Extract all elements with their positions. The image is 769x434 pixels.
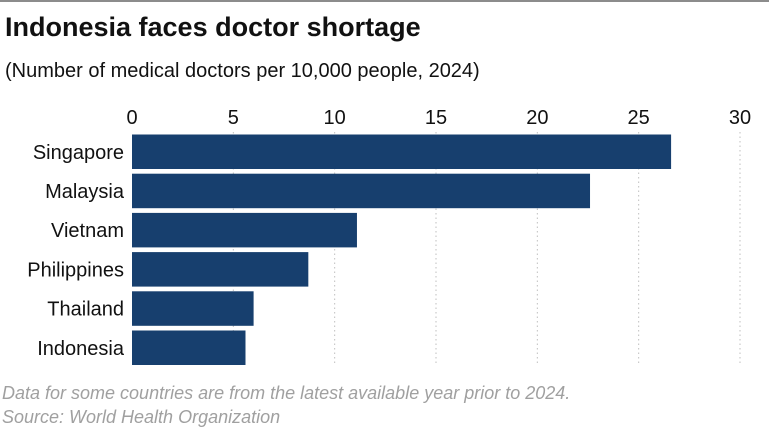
category-label-philippines: Philippines bbox=[27, 259, 124, 281]
category-label-vietnam: Vietnam bbox=[51, 220, 124, 242]
bars bbox=[132, 134, 672, 365]
source-note: Source: World Health Organization bbox=[2, 407, 281, 427]
x-tick-label: 15 bbox=[425, 107, 447, 129]
x-tick-label: 20 bbox=[526, 107, 548, 129]
x-tick-label: 5 bbox=[228, 107, 239, 129]
bar-chart: 0 5 10 15 20 25 30 Singapore Malaysia Vietnam Phi… bbox=[27, 107, 751, 365]
chart-title: Indonesia faces doctor shortage bbox=[5, 12, 421, 42]
x-tick-label: 25 bbox=[628, 107, 650, 129]
footnote: Data for some countries are from the lat… bbox=[2, 383, 571, 403]
category-label-indonesia: Indonesia bbox=[37, 338, 125, 360]
category-labels: Singapore Malaysia Vietnam Philippines Thail… bbox=[27, 142, 125, 360]
bar-singapore bbox=[132, 134, 672, 169]
category-label-thailand: Thailand bbox=[47, 299, 124, 321]
bar-indonesia bbox=[132, 330, 246, 365]
x-tick-label: 30 bbox=[729, 107, 751, 129]
chart-subtitle: (Number of medical doctors per 10,000 pe… bbox=[5, 60, 480, 82]
bar-vietnam bbox=[132, 212, 357, 248]
category-label-singapore: Singapore bbox=[33, 142, 124, 164]
bar-malaysia bbox=[132, 173, 591, 209]
x-tick-label: 0 bbox=[126, 107, 137, 129]
x-tick-label: 10 bbox=[324, 107, 346, 129]
bar-philippines bbox=[132, 252, 309, 287]
x-axis-ticks: 0 5 10 15 20 25 30 bbox=[126, 107, 751, 129]
top-rule bbox=[0, 0, 769, 2]
category-label-malaysia: Malaysia bbox=[45, 181, 125, 203]
grid-lines bbox=[232, 132, 741, 365]
bar-thailand bbox=[132, 291, 254, 326]
